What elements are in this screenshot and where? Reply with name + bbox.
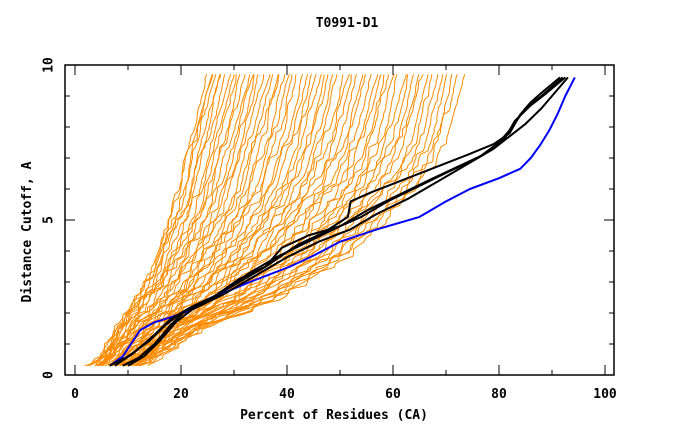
other-model-curve [88, 74, 221, 367]
highlight-models-layer [109, 76, 576, 367]
other-model-curve [134, 74, 444, 367]
other-model-curve [130, 74, 385, 366]
other-model-curve [139, 74, 424, 367]
other-model-curve [136, 74, 458, 367]
y-tick-label: 10 [42, 57, 57, 73]
axis-ticks [65, 64, 614, 376]
other-model-curve [98, 74, 235, 367]
other-model-curve [113, 74, 293, 366]
other-model-curve [114, 74, 297, 366]
other-model-curve [140, 74, 433, 367]
other-model-curve [135, 74, 439, 367]
other-model-curve [111, 74, 280, 367]
x-axis-label: Percent of Residues (CA) [240, 408, 428, 423]
x-tick-label: 80 [491, 387, 507, 402]
chart-title: T0991-D1 [316, 16, 379, 31]
series-line-highlight-black-4 [127, 76, 569, 367]
other-model-curve [99, 74, 255, 367]
other-model-curve [118, 74, 329, 366]
other-model-curve [125, 74, 398, 367]
other-model-curve [86, 74, 213, 367]
x-tick-label: 0 [71, 387, 79, 402]
y-tick-label: 0 [42, 371, 57, 379]
other-model-curve [100, 74, 259, 367]
other-model-curve [89, 74, 226, 367]
y-axis-label: Distance Cutoff, A [20, 161, 35, 302]
other-model-curve [104, 74, 286, 367]
other-model-curve [103, 74, 279, 366]
other-model-curve [96, 74, 214, 367]
other-model-curve [119, 74, 357, 367]
other-model-curve [130, 74, 395, 367]
x-tick-label: 100 [593, 387, 617, 402]
x-tick-label: 60 [385, 387, 401, 402]
x-tick-label: 40 [279, 387, 295, 402]
other-model-curve [94, 74, 232, 367]
y-tick-label: 5 [42, 216, 57, 224]
other-model-curve [88, 74, 222, 367]
other-model-curve [101, 74, 246, 366]
other-model-curve [147, 74, 466, 367]
tick-labels: 0 20 40 60 80 100 0 5 10 [42, 57, 617, 402]
x-tick-label: 20 [173, 387, 189, 402]
other-model-curve [129, 74, 372, 366]
series-line-highlight-black-3 [122, 76, 564, 367]
other-model-curve [100, 74, 241, 366]
other-model-curve [128, 74, 389, 367]
series-line-highlight-blue [109, 76, 576, 367]
